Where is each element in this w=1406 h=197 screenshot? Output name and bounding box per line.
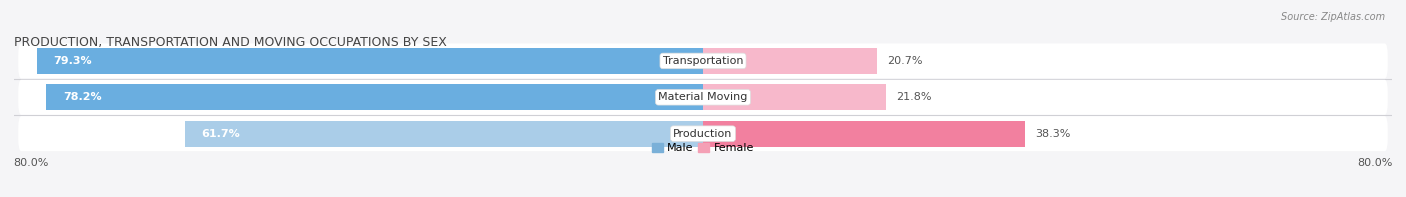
Text: Material Moving: Material Moving — [658, 92, 748, 102]
Text: 21.8%: 21.8% — [896, 92, 932, 102]
Bar — [703, 84, 886, 110]
FancyBboxPatch shape — [18, 44, 1388, 78]
FancyBboxPatch shape — [18, 116, 1388, 151]
Bar — [703, 121, 1025, 147]
Bar — [46, 84, 703, 110]
Text: 38.3%: 38.3% — [1035, 129, 1070, 139]
Bar — [184, 121, 703, 147]
Text: Transportation: Transportation — [662, 56, 744, 66]
Text: 78.2%: 78.2% — [63, 92, 101, 102]
Text: 20.7%: 20.7% — [887, 56, 922, 66]
Text: 79.3%: 79.3% — [53, 56, 93, 66]
Text: Production: Production — [673, 129, 733, 139]
Bar — [37, 48, 703, 74]
Text: PRODUCTION, TRANSPORTATION AND MOVING OCCUPATIONS BY SEX: PRODUCTION, TRANSPORTATION AND MOVING OC… — [14, 36, 447, 49]
Legend: Male, Female: Male, Female — [647, 138, 759, 158]
Text: 61.7%: 61.7% — [201, 129, 240, 139]
Text: Source: ZipAtlas.com: Source: ZipAtlas.com — [1281, 12, 1385, 22]
FancyBboxPatch shape — [18, 80, 1388, 115]
Bar — [703, 48, 877, 74]
